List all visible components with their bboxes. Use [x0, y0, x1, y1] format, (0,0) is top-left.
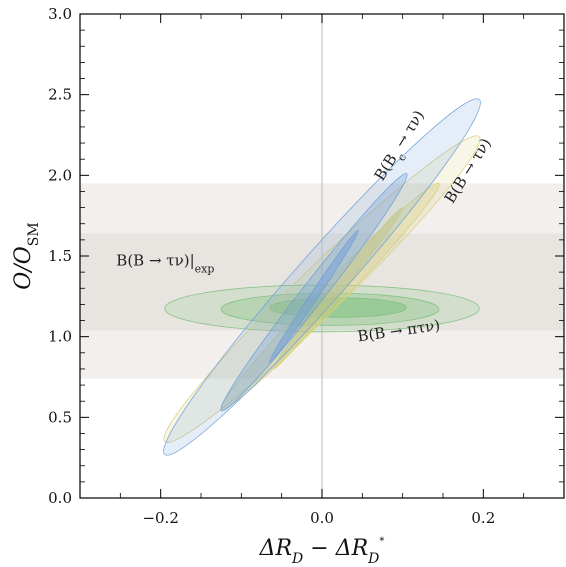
- y-tick-label: 0.5: [48, 408, 72, 426]
- y-axis-label: O/OSM: [11, 222, 42, 289]
- axis-labels: ΔRD − ΔRD* O/OSM: [11, 222, 384, 567]
- region-b-b-c-inner: [269, 229, 359, 363]
- series-b-b-c: [163, 98, 481, 456]
- y-tick-label: 1.0: [48, 328, 72, 346]
- x-axis-label: ΔRD − ΔRD*: [259, 536, 385, 567]
- y-tick-label: 0.0: [48, 489, 72, 507]
- x-tick-label: 0.2: [471, 509, 495, 527]
- confidence-regions: [163, 98, 481, 456]
- y-tick-label: 2.5: [48, 86, 72, 104]
- x-tick-label: 0.0: [310, 509, 334, 527]
- annotation-b-b-exp: B(B → τν)|exp: [116, 252, 214, 276]
- y-tick-label: 1.5: [48, 247, 72, 265]
- x-tick-label: −0.2: [142, 509, 178, 527]
- axis-ticks: −0.2 0.0 0.2 0.0 0.5 1.0 1.5 2.0 2.5 3.0: [48, 5, 565, 527]
- y-tick-label: 3.0: [48, 5, 72, 23]
- y-tick-label: 2.0: [48, 166, 72, 184]
